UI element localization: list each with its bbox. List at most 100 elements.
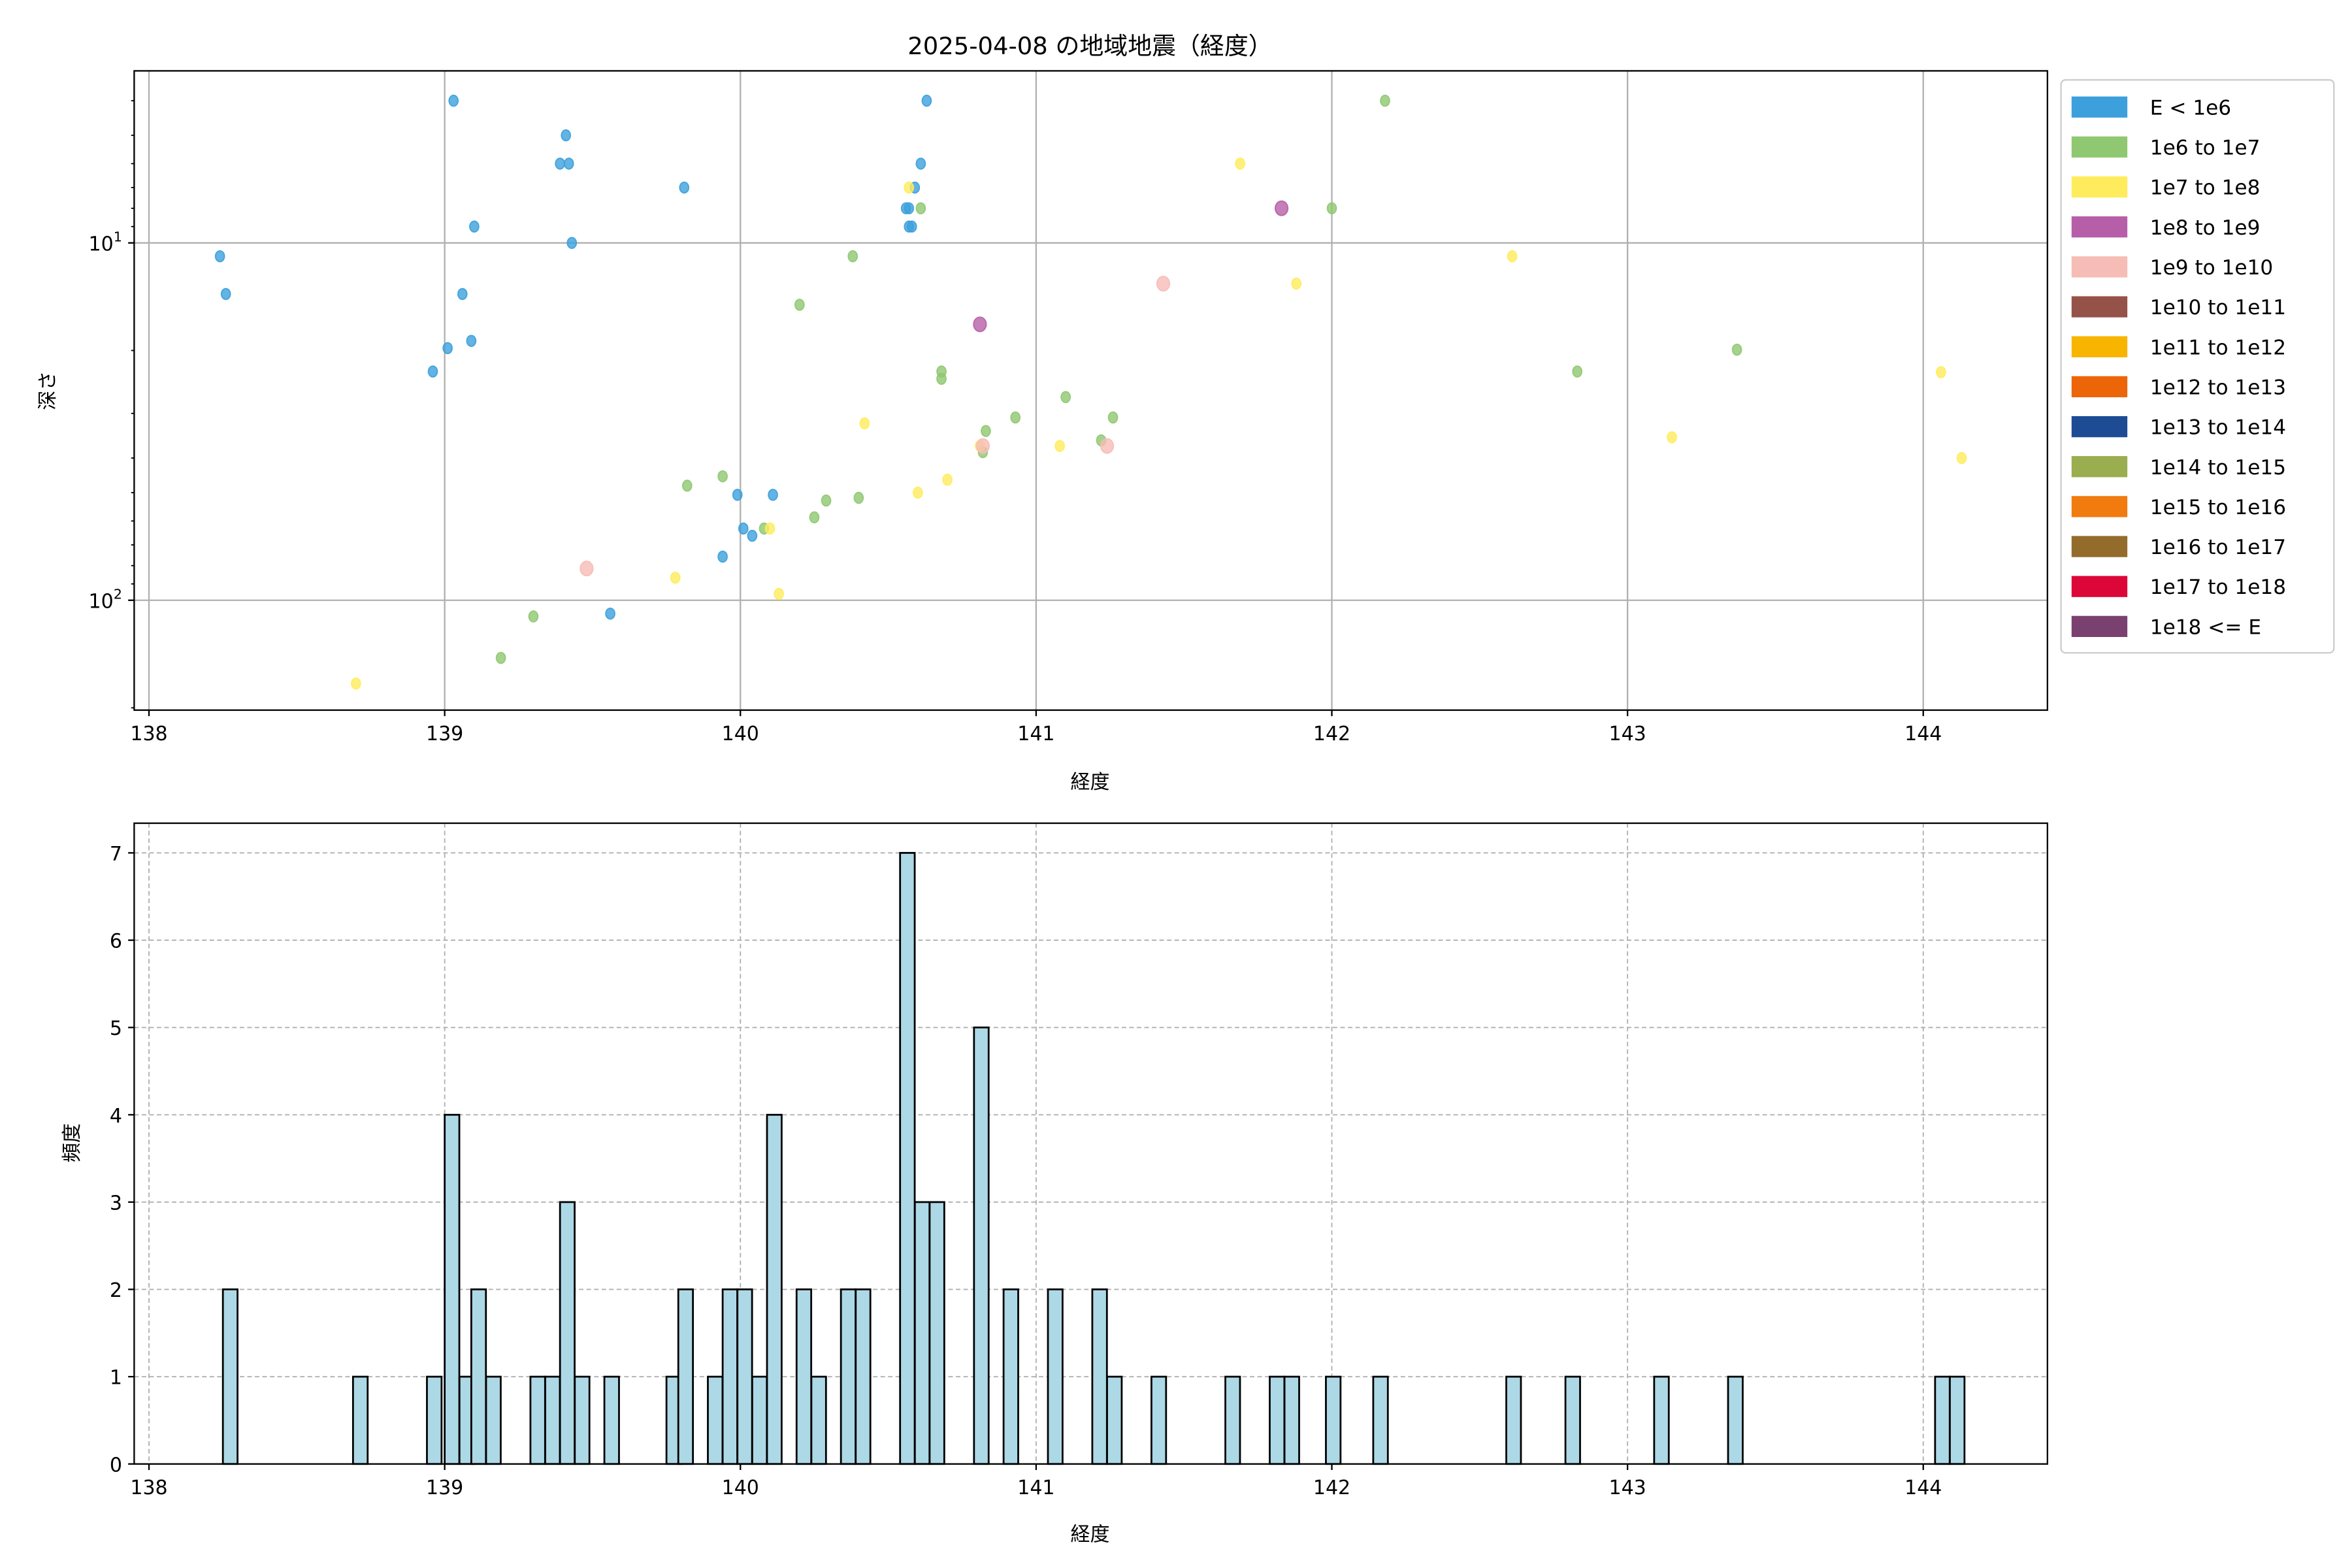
scatter-point bbox=[912, 486, 923, 499]
y-tick-label: 102 bbox=[89, 586, 122, 613]
histogram-bar bbox=[559, 1201, 576, 1465]
scatter-point bbox=[853, 491, 864, 504]
histogram-ticks: 138 139 140 141 142 143 144 0 1 2 3 4 5 6 7 bbox=[110, 843, 1942, 1499]
y-tick-label: 3 bbox=[110, 1192, 122, 1215]
scatter-point bbox=[973, 316, 987, 333]
x-tick-label: 144 bbox=[1904, 1477, 1942, 1499]
x-tick-label: 141 bbox=[1017, 1477, 1054, 1499]
x-tick-label: 140 bbox=[722, 1477, 759, 1499]
histogram-bar bbox=[426, 1375, 443, 1465]
x-tick-label: 142 bbox=[1313, 723, 1350, 745]
scatter-point bbox=[764, 522, 776, 535]
legend-label: 1e12 to 1e13 bbox=[2150, 376, 2286, 399]
histogram-bar bbox=[795, 1288, 813, 1465]
histogram-bar bbox=[810, 1375, 827, 1465]
scatter-point bbox=[847, 250, 858, 263]
legend-label: 1e7 to 1e8 bbox=[2150, 176, 2261, 200]
y-tick-label: 0 bbox=[110, 1454, 122, 1477]
histogram-bar bbox=[1283, 1375, 1300, 1465]
scatter-ticks: 138 139 140 141 142 143 144 101 102 bbox=[89, 100, 1942, 745]
legend-label: 1e15 to 1e16 bbox=[2150, 496, 2286, 519]
legend-swatch bbox=[2071, 416, 2128, 438]
scatter-point bbox=[1507, 250, 1518, 263]
scatter-point bbox=[580, 561, 594, 577]
histogram-bar bbox=[1949, 1375, 1966, 1465]
scatter-point bbox=[794, 299, 805, 311]
scatter-point bbox=[732, 489, 743, 501]
legend-label: 1e17 to 1e18 bbox=[2150, 576, 2286, 599]
scatter-point bbox=[915, 157, 926, 170]
x-tick-label: 138 bbox=[130, 723, 167, 745]
x-tick-label: 142 bbox=[1313, 1477, 1350, 1499]
scatter-point bbox=[1100, 438, 1115, 454]
y-tick-label: 4 bbox=[110, 1105, 122, 1128]
histogram-grid bbox=[134, 823, 2048, 1465]
scatter-axes-frame bbox=[133, 70, 2048, 711]
histogram-bar bbox=[1505, 1375, 1522, 1465]
legend-label: 1e18 <= E bbox=[2150, 615, 2261, 639]
x-tick-label: 140 bbox=[722, 723, 759, 745]
histogram-bar bbox=[603, 1375, 620, 1465]
histogram-bar bbox=[1325, 1375, 1342, 1465]
y-tick-label: 1 bbox=[110, 1367, 122, 1390]
scatter-point bbox=[220, 287, 231, 301]
scatter-point bbox=[1956, 451, 1967, 465]
scatter-point bbox=[1274, 200, 1289, 216]
y-tick-label: 2 bbox=[110, 1279, 122, 1302]
histogram-axes-frame bbox=[133, 822, 2048, 1465]
histogram-bar bbox=[529, 1375, 546, 1465]
legend-swatch bbox=[2071, 456, 2128, 478]
legend-swatch bbox=[2071, 136, 2128, 158]
scatter-point bbox=[1060, 391, 1071, 403]
scatter-point bbox=[427, 365, 438, 378]
scatter-point bbox=[528, 610, 539, 623]
scatter-point bbox=[942, 474, 953, 486]
scatter-point bbox=[717, 470, 728, 483]
scatter-point bbox=[605, 607, 615, 620]
scatter-point bbox=[768, 489, 778, 501]
scatter-point bbox=[1380, 94, 1390, 107]
scatter-point bbox=[1156, 276, 1171, 292]
legend-swatch bbox=[2071, 256, 2128, 278]
histogram-bar bbox=[485, 1375, 502, 1465]
legend-label: E < 1e6 bbox=[2150, 96, 2231, 120]
histogram-bar bbox=[677, 1288, 694, 1465]
legend-swatch bbox=[2071, 216, 2128, 238]
scatter-x-label: 経度 bbox=[1070, 771, 1109, 794]
histogram-bar bbox=[973, 1026, 990, 1465]
scatter-point bbox=[214, 250, 225, 263]
histogram-bar bbox=[221, 1288, 238, 1465]
scatter-point bbox=[717, 550, 728, 563]
scatter-point bbox=[1667, 431, 1677, 444]
y-tick-label: 6 bbox=[110, 930, 122, 953]
y-tick-label: 101 bbox=[89, 229, 122, 255]
histogram-bar bbox=[736, 1288, 753, 1465]
scatter-point bbox=[555, 157, 566, 170]
legend-label: 1e6 to 1e7 bbox=[2150, 137, 2261, 160]
histogram-bar bbox=[899, 852, 916, 1465]
histogram-bar bbox=[1224, 1375, 1241, 1465]
scatter-point bbox=[809, 511, 820, 524]
scatter-point bbox=[495, 651, 506, 664]
histogram-bar bbox=[855, 1288, 872, 1465]
histogram-bar bbox=[766, 1113, 783, 1465]
y-tick-label: 5 bbox=[110, 1017, 122, 1040]
legend-label: 1e10 to 1e11 bbox=[2150, 296, 2286, 319]
histogram-bar bbox=[351, 1375, 369, 1465]
histogram-bar bbox=[1269, 1375, 1286, 1465]
x-tick-label: 143 bbox=[1609, 723, 1646, 745]
legend-swatch bbox=[2071, 496, 2128, 517]
legend-label: 1e9 to 1e10 bbox=[2150, 256, 2273, 280]
histogram-bar bbox=[444, 1113, 461, 1465]
histogram-bar bbox=[1727, 1375, 1744, 1465]
legend-swatch bbox=[2071, 536, 2128, 557]
histogram-bar bbox=[1934, 1375, 1951, 1465]
scatter-y-label: 深さ bbox=[37, 371, 59, 410]
histogram-bar bbox=[928, 1201, 945, 1465]
histogram-bar bbox=[721, 1288, 738, 1465]
histogram-bar bbox=[544, 1375, 561, 1465]
histogram-bar bbox=[1372, 1375, 1389, 1465]
legend-swatch bbox=[2071, 96, 2128, 118]
chart-title: 2025-04-08 の地域地震（経度） bbox=[907, 32, 1272, 60]
scatter-points bbox=[214, 94, 1967, 690]
